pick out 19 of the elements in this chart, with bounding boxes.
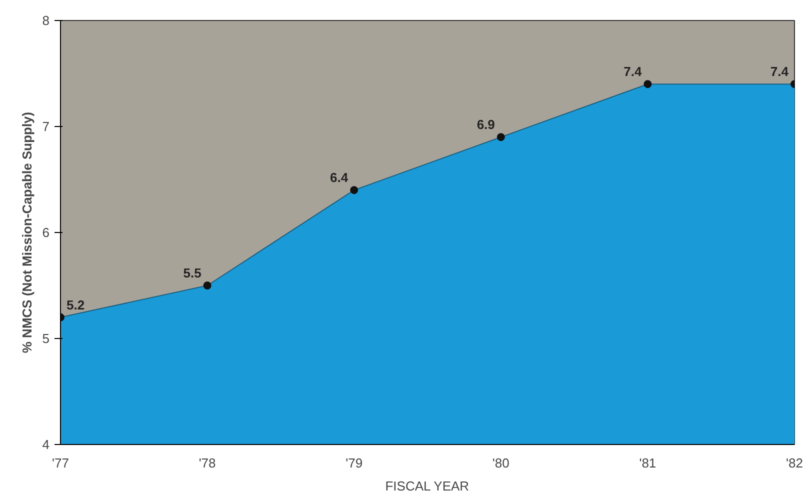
y-tick-label: 4 — [42, 437, 50, 452]
x-tick-label: '78 — [198, 456, 216, 470]
data-label: 7.4 — [770, 64, 790, 80]
data-label: 5.2 — [66, 297, 85, 312]
y-tick-label: 5 — [42, 331, 50, 346]
y-tick-label: 6 — [42, 225, 50, 240]
data-label: 6.4 — [330, 170, 349, 186]
x-tick-label: '81 — [639, 456, 656, 470]
y-axis-title: % NMCS (Not Mission-Capable Supply) — [19, 112, 34, 354]
data-label: 6.9 — [476, 117, 495, 132]
data-label: 5.5 — [183, 266, 202, 280]
x-tick-label: '77 — [52, 456, 69, 470]
data-label: 7.4 — [624, 64, 642, 80]
y-tick-label: 7 — [42, 119, 50, 134]
x-tick-label: '80 — [492, 456, 510, 470]
x-tick-label: '79 — [346, 456, 363, 470]
x-axis-title: FISCAL YEAR — [385, 478, 470, 494]
x-tick-label: '82 — [786, 456, 803, 470]
y-tick-label: 8 — [42, 13, 50, 28]
